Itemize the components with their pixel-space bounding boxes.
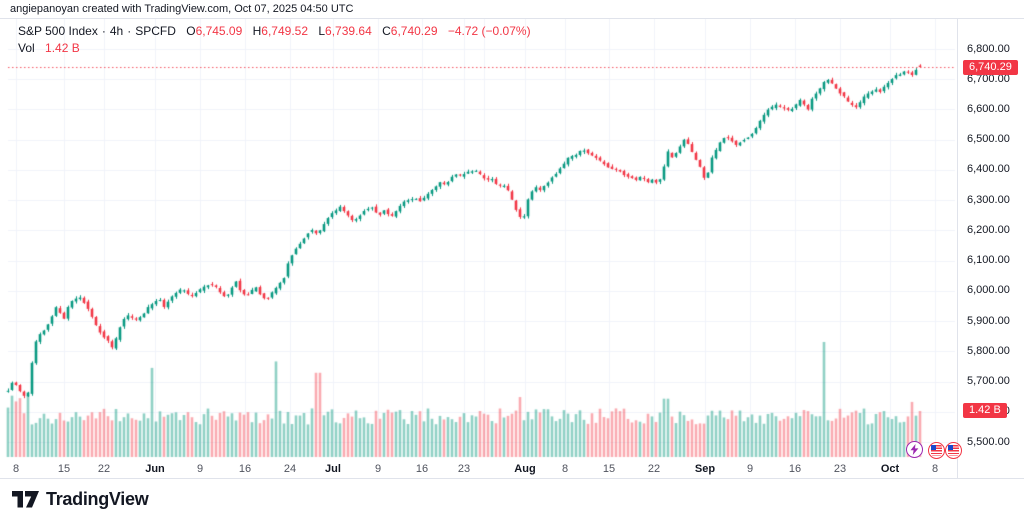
us-flag-canton: [948, 445, 953, 450]
price-tick-label: 5,700.00: [967, 375, 1010, 388]
legend-ohlc-row: S&P 500 Index · 4h · SPCFD O6,745.09 H6,749.…: [18, 24, 531, 39]
current-volume-badge: 1.42 B: [963, 403, 1007, 419]
time-tick-label: 16: [415, 463, 429, 475]
price-tick-label: 6,100.00: [967, 254, 1010, 267]
price-tick-label: 6,800.00: [967, 42, 1010, 55]
attribution-bar: angiepanoyan created with TradingView.co…: [0, 0, 1024, 19]
time-tick-label: 9: [374, 463, 382, 475]
time-tick-label: 22: [97, 463, 111, 475]
price-tick-label: 5,500.00: [967, 435, 1010, 448]
time-tick-label: 15: [602, 463, 616, 475]
tradingview-logo-mark: [12, 491, 39, 508]
open-label: O: [186, 24, 196, 38]
time-tick-label: 23: [457, 463, 471, 475]
time-tick-label: Oct: [880, 463, 900, 475]
time-tick-label: 23: [833, 463, 847, 475]
close-label: C: [382, 24, 391, 38]
time-tick-label: 24: [283, 463, 297, 475]
time-tick-label: Jul: [325, 463, 341, 475]
time-tick-label: 8: [561, 463, 569, 475]
price-tick-label: 6,300.00: [967, 193, 1010, 206]
lightning-icon[interactable]: [906, 441, 923, 458]
time-axis-separator: [0, 478, 1024, 479]
time-tick-label: 16: [238, 463, 252, 475]
time-tick-label: 15: [57, 463, 71, 475]
us-flag-icon[interactable]: [945, 442, 962, 459]
tradingview-logo[interactable]: TradingView: [12, 489, 149, 510]
legend-volume-row: Vol 1.42 B: [18, 41, 531, 56]
price-axis-separator: [957, 18, 958, 478]
price-tick-label: 6,500.00: [967, 133, 1010, 146]
low-value: 6,739.64: [325, 24, 372, 38]
high-value: 6,749.52: [261, 24, 309, 38]
interval-label[interactable]: 4h: [109, 24, 124, 38]
time-tick-label: Jun: [145, 463, 165, 475]
high-label: H: [252, 24, 262, 38]
us-flag-stripes: [948, 445, 959, 456]
footer-bar: TradingView: [0, 479, 1024, 522]
time-tick-label: 16: [788, 463, 802, 475]
price-tick-label: 6,400.00: [967, 163, 1010, 176]
legend-separator: ·: [127, 24, 132, 38]
volume-value: 1.42 B: [45, 41, 80, 55]
time-tick-label: 8: [12, 463, 20, 475]
current-price-badge: 6,740.29: [963, 59, 1018, 75]
open-value: 6,745.09: [195, 24, 243, 38]
change-value: −4.72 (−0.07%): [447, 24, 531, 38]
time-tick-label: 8: [931, 463, 939, 475]
price-tick-label: 6,700.00: [967, 72, 1010, 85]
exchange-label[interactable]: SPCFD: [135, 24, 176, 38]
time-tick-label: Sep: [694, 463, 716, 475]
attribution-text: angiepanoyan created with TradingView.co…: [10, 3, 354, 15]
price-tick-label: 5,800.00: [967, 344, 1010, 357]
time-tick-label: 9: [746, 463, 754, 475]
price-tick-label: 6,200.00: [967, 223, 1010, 236]
time-tick-label: 9: [196, 463, 204, 475]
us-flag-canton: [931, 445, 936, 450]
chart-legend[interactable]: S&P 500 Index · 4h · SPCFD O6,745.09 H6,749.…: [18, 24, 531, 56]
us-flag-stripes: [931, 445, 942, 456]
close-value: 6,740.29: [390, 24, 438, 38]
time-tick-label: 22: [647, 463, 661, 475]
legend-separator: ·: [101, 24, 106, 38]
price-tick-label: 6,000.00: [967, 284, 1010, 297]
symbol-title[interactable]: S&P 500 Index: [18, 24, 98, 38]
price-tick-label: 5,900.00: [967, 314, 1010, 327]
tradingview-logo-text: TradingView: [46, 489, 149, 509]
low-label: L: [318, 24, 326, 38]
time-tick-label: Aug: [514, 463, 536, 475]
volume-label: Vol: [18, 41, 35, 55]
us-flag-icon[interactable]: [928, 442, 945, 459]
price-tick-label: 6,600.00: [967, 102, 1010, 115]
